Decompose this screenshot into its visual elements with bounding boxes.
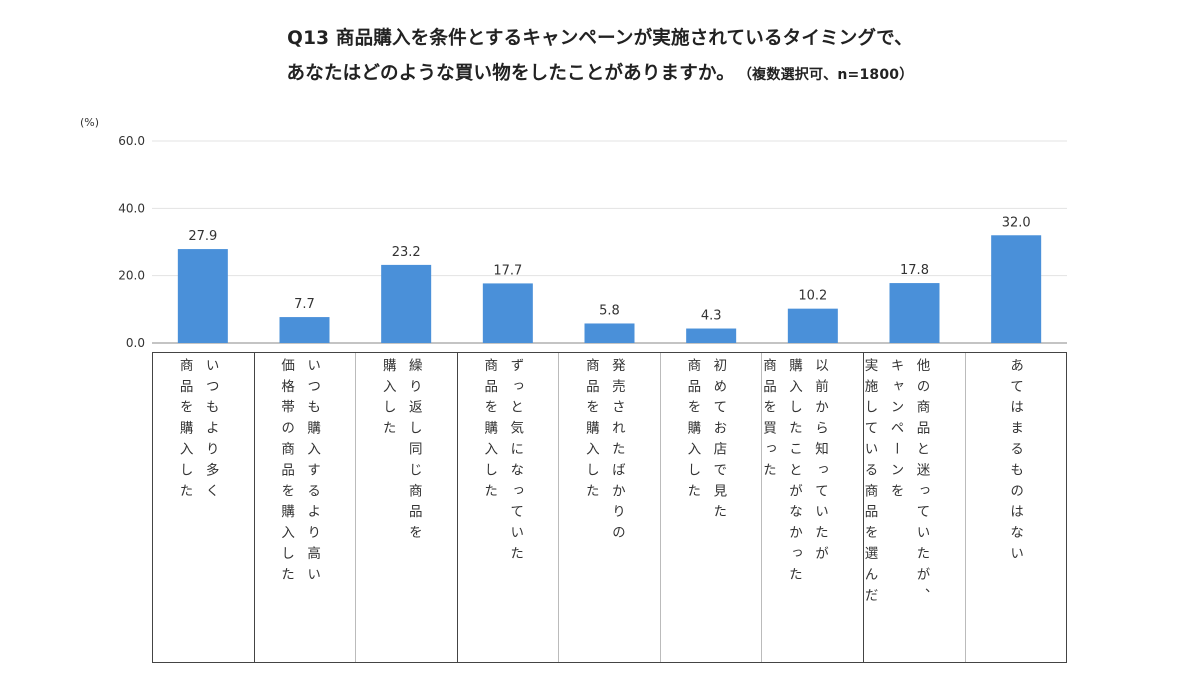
category-cell: 初めてお店で見た 商品を購入した: [659, 353, 762, 662]
bar: [686, 328, 737, 343]
x-tick-label: 繰り返し同じ商品を 購入した: [379, 358, 422, 547]
data-label: 10.2: [798, 289, 827, 304]
chart-title-note: （複数選択可、n=1800）: [744, 67, 914, 83]
x-tick-label: 他の商品と迷っていたが、 キャンペーンを 実施している商品を選んだ: [861, 358, 930, 609]
chart-title-line1: Q13 商品購入を条件とするキャンペーンが実施されているタイミングで、: [287, 28, 913, 49]
category-cell: いつもより多く 商品を購入した: [153, 353, 254, 662]
data-label: 23.2: [392, 245, 421, 260]
chart-title-line2: あなたはどのような買い物をしたことがありますか。 （複数選択可、n=1800）: [0, 59, 1200, 85]
x-tick-label: あてはまるものはない: [1007, 358, 1024, 567]
bar: [482, 283, 533, 343]
x-tick-label: いつもより多く 商品を購入した: [176, 358, 219, 505]
x-tick-label: ずっと気になっていた 商品を購入した: [481, 358, 524, 567]
bar-chart: 0.0 20.0 40.0 60.0 27.9 7.7 23.2 17.7 5.8 4.3 10.…: [118, 134, 1067, 350]
data-label: 17.8: [900, 263, 929, 278]
category-table: いつもより多く 商品を購入した いつも購入するより高い 価格帯の商品を購入した 繰り…: [152, 352, 1067, 663]
bar: [787, 308, 838, 343]
y-tick-label: 60.0: [118, 134, 145, 148]
bar: [177, 249, 228, 343]
bar: [584, 323, 635, 343]
y-tick-label: 40.0: [118, 201, 145, 215]
chart-title-line2-text: あなたはどのような買い物をしたことがありますか。: [286, 63, 735, 84]
category-cell: ずっと気になっていた 商品を購入した: [456, 353, 559, 662]
category-cell: いつも購入するより高い 価格帯の商品を購入した: [253, 353, 356, 662]
category-cell: 他の商品と迷っていたが、 キャンペーンを 実施している商品を選んだ: [862, 353, 965, 662]
bar: [991, 235, 1042, 343]
bar: [889, 283, 940, 343]
bar: [279, 317, 330, 343]
data-label: 27.9: [188, 229, 217, 244]
category-cell: あてはまるものはない: [964, 353, 1067, 662]
x-tick-label: 初めてお店で見た 商品を購入した: [684, 358, 727, 526]
category-cell: 繰り返し同じ商品を 購入した: [355, 353, 457, 662]
data-label: 5.8: [599, 303, 620, 318]
category-cell: 以前から知っていたが 購入したことがなかった 商品を買った: [760, 353, 863, 662]
data-label: 32.0: [1002, 215, 1031, 230]
y-tick-label: 20.0: [118, 269, 145, 283]
y-axis-unit: (%): [80, 116, 100, 129]
data-label: 4.3: [701, 309, 722, 324]
category-cell: 発売されたばかりの 商品を購入した: [558, 353, 660, 662]
data-label: 17.7: [493, 263, 522, 278]
x-tick-label: 以前から知っていたが 購入したことがなかった 商品を買った: [759, 358, 828, 588]
x-tick-label: 発売されたばかりの 商品を購入した: [582, 358, 625, 547]
x-tick-label: いつも購入するより高い 価格帯の商品を購入した: [278, 358, 321, 588]
bar: [381, 264, 432, 343]
y-tick-label: 0.0: [126, 336, 145, 350]
data-label: 7.7: [294, 297, 315, 312]
